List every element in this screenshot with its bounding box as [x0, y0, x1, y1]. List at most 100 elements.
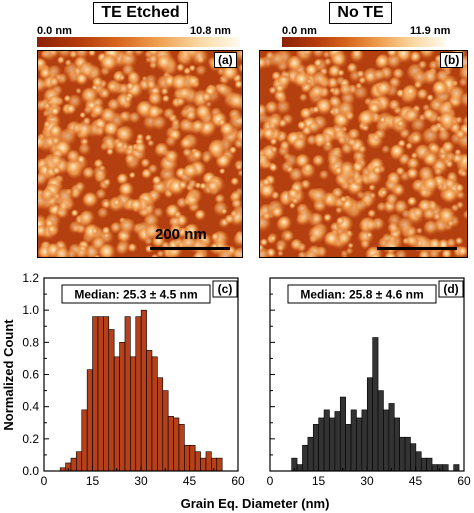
afm-grain: [276, 100, 292, 116]
x-tick-label: 15: [312, 474, 326, 488]
afm-grain: [179, 118, 195, 134]
histogram-bar: [442, 464, 449, 472]
histogram-bar: [318, 417, 325, 472]
afm-grain: [184, 193, 199, 209]
afm-grain: [445, 152, 457, 163]
afm-grain: [446, 238, 457, 249]
afm-grain: [183, 164, 199, 180]
afm-grain: [323, 213, 333, 223]
afm-grain: [444, 178, 456, 191]
afm-grain: [460, 92, 467, 109]
afm-grain: [124, 95, 132, 103]
afm-grain: [423, 220, 440, 236]
afm-grain: [297, 251, 307, 257]
histogram-bar: [420, 457, 427, 472]
afm-grain: [129, 112, 141, 124]
afm-grain: [457, 246, 467, 257]
afm-grain: [260, 153, 270, 167]
afm-grain: [38, 58, 47, 70]
histogram-bar: [76, 451, 83, 472]
afm-grain: [312, 106, 320, 114]
afm-image-b: [259, 50, 468, 258]
afm-grain: [375, 129, 387, 141]
afm-grain: [50, 154, 63, 168]
afm-grain: [367, 209, 377, 219]
afm-grain: [369, 192, 377, 200]
histogram-bar: [140, 309, 147, 472]
afm-grain: [163, 108, 176, 120]
afm-grain: [269, 52, 286, 69]
scale-bar-b: [377, 247, 457, 250]
afm-grain: [397, 217, 415, 235]
afm-grain: [115, 243, 129, 256]
histogram-bar: [312, 424, 319, 472]
histogram-bar: [393, 417, 400, 472]
afm-grain: [336, 217, 345, 226]
afm-grain: [411, 133, 422, 145]
afm-grain: [134, 142, 147, 155]
histogram-bar: [162, 390, 169, 472]
y-tick-label: 0.6: [22, 368, 39, 382]
afm-grain: [95, 189, 107, 200]
afm-grain: [392, 68, 405, 80]
afm-grain: [310, 85, 326, 100]
afm-grain: [355, 82, 363, 90]
afm-grain: [202, 92, 213, 103]
histogram-bar: [97, 316, 104, 472]
afm-grain: [312, 155, 325, 168]
afm-grain: [116, 173, 129, 186]
afm-grain: [48, 95, 63, 109]
afm-grain: [199, 182, 207, 191]
afm-grain: [331, 51, 348, 69]
afm-grain: [66, 104, 77, 115]
afm-grain: [319, 170, 330, 181]
histogram-bar: [415, 451, 422, 472]
afm-grain: [324, 58, 332, 66]
afm-grain: [38, 225, 48, 239]
afm-grain: [455, 116, 464, 125]
afm-grain: [147, 105, 163, 121]
afm-grain: [64, 95, 72, 103]
panel-tag: (c): [218, 282, 233, 296]
afm-grain: [237, 170, 242, 177]
afm-grain: [230, 177, 240, 187]
afm-grain: [83, 106, 93, 116]
afm-grain: [81, 87, 99, 105]
afm-grain: [280, 140, 291, 152]
panel-a-tag: (a): [214, 52, 237, 68]
afm-grain: [57, 56, 66, 65]
afm-grain: [185, 110, 198, 122]
afm-grain: [310, 188, 329, 206]
afm-grain: [194, 209, 207, 221]
afm-grain: [162, 95, 170, 103]
afm-grain: [213, 201, 229, 217]
colorbar-b: [282, 37, 446, 47]
afm-grain: [69, 51, 78, 59]
afm-grain: [265, 101, 279, 115]
afm-grain: [360, 239, 371, 250]
afm-grain: [119, 111, 130, 122]
histogram-bar: [350, 409, 357, 472]
histogram-bar: [366, 377, 373, 472]
afm-grain: [233, 232, 242, 248]
afm-grain: [195, 104, 213, 122]
afm-grain: [43, 121, 52, 129]
afm-grain: [38, 135, 47, 151]
afm-grain: [329, 87, 336, 94]
afm-grain: [277, 216, 292, 231]
afm-grain: [165, 136, 177, 148]
histogram-bar: [108, 329, 115, 472]
afm-grain: [211, 233, 220, 242]
afm-grain: [188, 179, 198, 189]
afm-grain: [388, 99, 401, 112]
afm-grain: [428, 248, 441, 257]
afm-grain: [340, 250, 349, 257]
afm-grain: [148, 92, 163, 107]
afm-grain: [347, 63, 358, 74]
afm-grain: [260, 57, 268, 70]
afm-grain: [207, 181, 220, 193]
histogram-bar: [339, 396, 346, 472]
afm-grain: [127, 144, 135, 152]
afm-grain: [165, 150, 179, 164]
afm-grain: [91, 228, 99, 235]
